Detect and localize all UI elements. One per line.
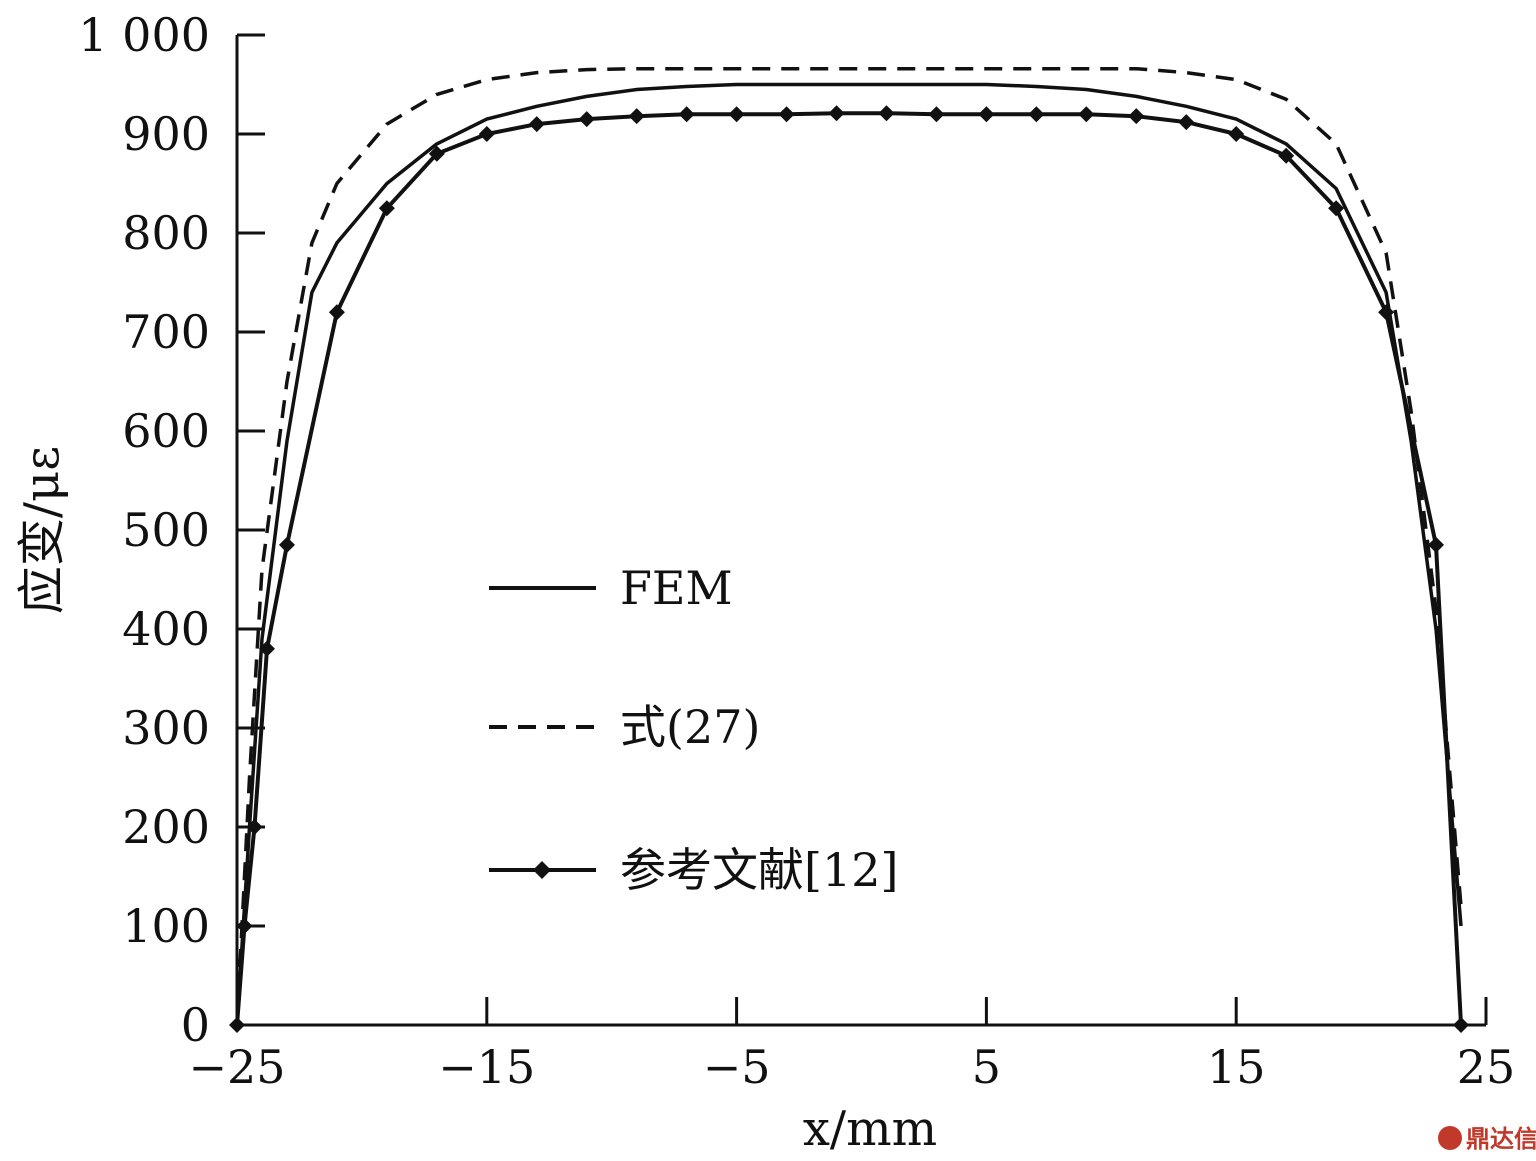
series-point <box>278 536 295 553</box>
series-point <box>1028 106 1045 123</box>
series-point <box>1428 536 1445 553</box>
x-tick-label: −5 <box>703 1040 771 1094</box>
x-tick-label: 25 <box>1457 1040 1516 1094</box>
series-point <box>1078 106 1095 123</box>
series-point <box>1328 200 1345 217</box>
series-point <box>928 106 945 123</box>
legend-label: 式(27) <box>620 700 760 754</box>
x-tick-label: −15 <box>438 1040 535 1094</box>
series-point <box>378 200 395 217</box>
y-tick-label: 900 <box>122 107 210 161</box>
y-tick-label: 1 000 <box>78 8 210 62</box>
y-tick-label: 600 <box>122 404 210 458</box>
x-tick-label: 5 <box>972 1040 1001 1094</box>
y-tick-label: 700 <box>122 305 210 359</box>
legend-label: FEM <box>620 561 733 615</box>
y-tick-label: 0 <box>181 998 210 1052</box>
y-tick-label: 200 <box>122 800 210 854</box>
series-point <box>328 304 345 321</box>
series-point <box>1378 304 1395 321</box>
series-point <box>778 106 795 123</box>
x-axis-label: x/mm <box>803 1101 937 1157</box>
watermark-text: 鼎达信 <box>1466 1125 1536 1153</box>
ticks-layer: 0 100 200 300 400 500 600 700 800 900 1 000 −25 −15 −… <box>78 8 1515 1094</box>
y-tick-label: 100 <box>122 899 210 953</box>
series-point <box>1178 114 1195 131</box>
series-point <box>428 145 445 162</box>
series-point <box>1278 147 1295 164</box>
series-point <box>978 106 995 123</box>
series-line-0 <box>235 82 1463 1026</box>
legend: FEM 式(27) 参考文献[12] <box>489 561 898 897</box>
y-tick-label: 400 <box>122 602 210 656</box>
x-tick-label: −25 <box>188 1040 285 1094</box>
series-point <box>878 105 895 122</box>
series-point <box>1228 126 1245 142</box>
y-tick-label: 500 <box>122 503 210 557</box>
series-point <box>628 108 645 125</box>
series-point <box>828 105 845 122</box>
legend-marker <box>533 861 551 879</box>
series-line-1 <box>235 66 1463 1026</box>
series-point <box>478 126 495 142</box>
series-layer <box>229 66 1470 1033</box>
series-point <box>578 111 595 128</box>
legend-label: 参考文献[12] <box>620 843 898 897</box>
series-point <box>1128 108 1145 125</box>
y-tick-label: 800 <box>122 206 210 260</box>
y-tick-label: 300 <box>122 701 210 755</box>
y-axis-label: 应变/με <box>14 446 70 614</box>
series-point <box>728 106 745 123</box>
series-point <box>528 116 545 133</box>
watermark-icon <box>1438 1126 1462 1150</box>
x-tick-label: 15 <box>1207 1040 1266 1094</box>
series-point <box>678 106 695 123</box>
watermark-logo: 鼎达信 <box>1438 1125 1536 1153</box>
series-point <box>258 640 275 657</box>
